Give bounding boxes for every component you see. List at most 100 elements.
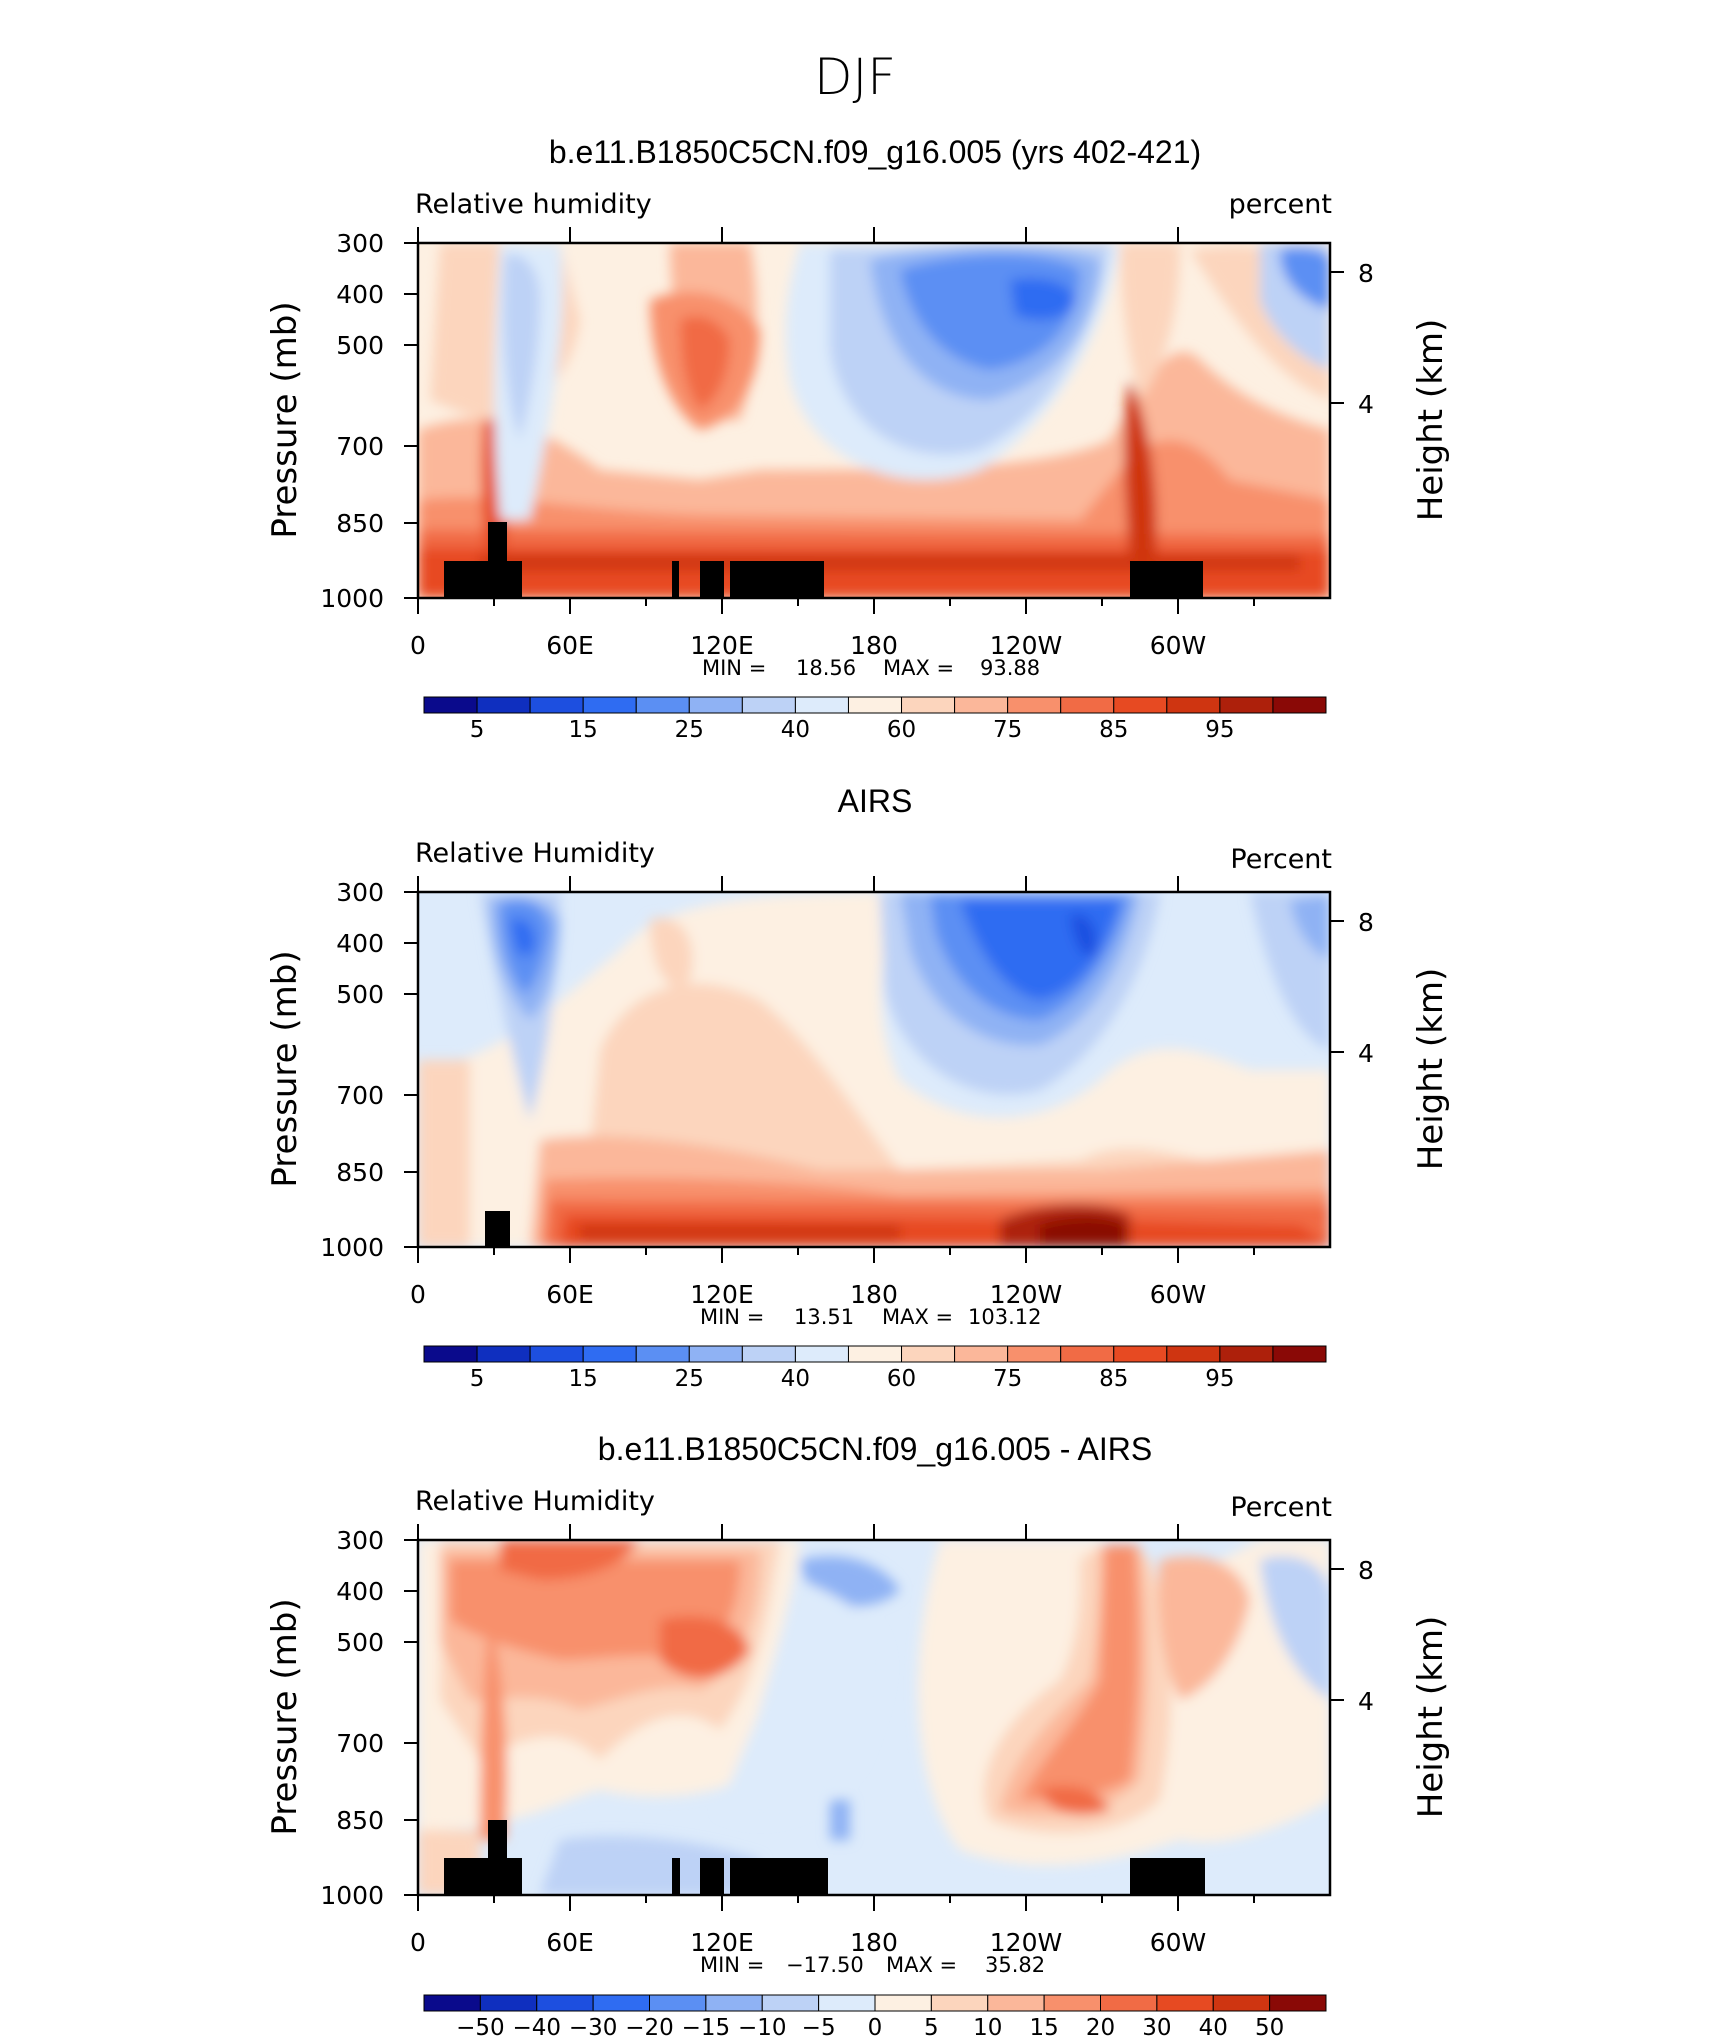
y-axis-title: Pressure (mb) bbox=[265, 301, 305, 538]
colorbar-swatch bbox=[529, 696, 584, 714]
colorbar-swatch bbox=[987, 1994, 1045, 2012]
colorbar-swatch bbox=[705, 1994, 763, 2012]
units-label: Percent bbox=[1230, 1492, 1332, 1523]
colorbar-swatch bbox=[794, 696, 849, 714]
x-tick-label: 180 bbox=[850, 1928, 898, 1957]
x-axis-ticks: 0 60E 120E 180 120W 60W bbox=[410, 631, 1206, 660]
variable-label: Relative humidity bbox=[415, 189, 652, 220]
colorbar-swatch bbox=[536, 1994, 594, 2012]
colorbar-label: −30 bbox=[569, 2015, 618, 2038]
x-tick-label: 60E bbox=[546, 1280, 594, 1309]
variable-label: Relative Humidity bbox=[415, 1486, 655, 1517]
x-tick-label: 120W bbox=[990, 1928, 1062, 1957]
colorbar-label: 20 bbox=[1086, 2015, 1115, 2038]
colorbar-swatch bbox=[479, 1994, 538, 2012]
panel-title: b.e11.B1850C5CN.f09_g16.005 - AIRS bbox=[598, 1431, 1152, 1467]
colorbar-label: −50 bbox=[456, 2015, 505, 2038]
panel-model: b.e11.B1850C5CN.f09_g16.005 (yrs 402-421… bbox=[265, 134, 1451, 743]
y-tick-label: 300 bbox=[336, 878, 384, 907]
colorbar-swatch bbox=[423, 1345, 478, 1363]
y-axis-ticks: 300 400 500 700 850 1000 bbox=[320, 229, 384, 613]
colorbar-label: 15 bbox=[569, 1366, 598, 1392]
colorbar-label: 25 bbox=[675, 717, 704, 743]
colorbar-swatch bbox=[1060, 1345, 1115, 1363]
y-tick-label: 500 bbox=[336, 980, 384, 1009]
colorbar-label: 50 bbox=[1255, 2015, 1284, 2038]
colorbar-label: −20 bbox=[625, 2015, 674, 2038]
colorbar-swatch bbox=[874, 1994, 932, 2012]
colorbar-swatch bbox=[901, 1345, 956, 1363]
min-label: MIN = bbox=[702, 656, 766, 680]
colorbar-swatch bbox=[476, 696, 531, 714]
colorbar-label: −10 bbox=[738, 2015, 787, 2038]
x-tick-label: 120E bbox=[690, 631, 754, 660]
colorbar-label: 40 bbox=[781, 1366, 810, 1392]
colorbar-swatch bbox=[954, 696, 1009, 714]
y-tick-label: 300 bbox=[336, 229, 384, 258]
colorbar-swatch bbox=[1272, 1345, 1327, 1363]
x-tick-label: 120E bbox=[690, 1280, 754, 1309]
contour-field bbox=[418, 892, 1330, 1247]
height-axis-title: Height (km) bbox=[1411, 319, 1451, 522]
colorbar-swatch bbox=[847, 1345, 903, 1363]
contour-field bbox=[418, 243, 1330, 598]
colorbar-swatch bbox=[1212, 1994, 1271, 2012]
colorbar-label: −5 bbox=[802, 2015, 836, 2038]
colorbar-swatch bbox=[1007, 1345, 1062, 1363]
x-axis-ticks: 0 60E 120E 180 120W 60W bbox=[410, 1280, 1206, 1309]
y-tick-label: 850 bbox=[336, 1806, 384, 1835]
colorbar-swatch bbox=[423, 1994, 481, 2012]
x-tick-label: 120W bbox=[990, 631, 1062, 660]
colorbar-label: 15 bbox=[569, 717, 598, 743]
y-tick-label: 1000 bbox=[320, 1881, 384, 1910]
colorbar-swatch bbox=[1156, 1994, 1214, 2012]
x-tick-label: 60E bbox=[546, 1928, 594, 1957]
colorbar-swatch bbox=[1272, 696, 1327, 714]
y-tick-label: 300 bbox=[336, 1526, 384, 1555]
colorbar-label: 95 bbox=[1205, 717, 1234, 743]
units-label: Percent bbox=[1230, 844, 1332, 875]
min-value: −17.50 bbox=[786, 1953, 864, 1977]
max-value: 35.82 bbox=[985, 1953, 1045, 1977]
x-tick-label: 60W bbox=[1150, 631, 1207, 660]
figure-title: DJF bbox=[814, 48, 896, 106]
topography-mask bbox=[485, 1211, 510, 1247]
colorbar-label: 75 bbox=[993, 1366, 1022, 1392]
colorbar: 5 15 25 40 60 75 85 95 bbox=[423, 1345, 1327, 1392]
colorbar-swatch bbox=[1269, 1994, 1327, 2012]
x-tick-label: 180 bbox=[850, 1280, 898, 1309]
colorbar-swatch bbox=[1113, 696, 1168, 714]
height-axis-title: Height (km) bbox=[1411, 1616, 1451, 1819]
colorbar-swatch bbox=[741, 1345, 796, 1363]
x-tick-label: 60E bbox=[546, 631, 594, 660]
y-axis-title: Pressure (mb) bbox=[265, 950, 305, 1187]
y-tick-label: 400 bbox=[336, 1577, 384, 1606]
colorbar-swatch bbox=[954, 1345, 1009, 1363]
y-tick-label: 700 bbox=[336, 432, 384, 461]
colorbar-swatch bbox=[423, 696, 478, 714]
colorbar-label: 40 bbox=[1199, 2015, 1228, 2038]
x-tick-label: 0 bbox=[410, 1928, 426, 1957]
x-tick-label: 60W bbox=[1150, 1280, 1207, 1309]
colorbar-label: 85 bbox=[1099, 1366, 1128, 1392]
min-max-stats: MIN = −17.50 MAX = 35.82 bbox=[700, 1953, 1045, 1977]
panel-airs: AIRS Relative Humidity Percent bbox=[265, 783, 1451, 1392]
colorbar-label: 5 bbox=[470, 1366, 485, 1392]
height-tick-label: 4 bbox=[1358, 1039, 1374, 1068]
variable-label: Relative Humidity bbox=[415, 838, 655, 869]
colorbar-label: 10 bbox=[973, 2015, 1002, 2038]
colorbar-swatch bbox=[1166, 1345, 1221, 1363]
colorbar-label: 15 bbox=[1029, 2015, 1058, 2038]
topography-mask bbox=[444, 1858, 522, 1895]
colorbar-label: 60 bbox=[887, 1366, 916, 1392]
min-max-stats: MIN = 18.56 MAX = 93.88 bbox=[702, 656, 1040, 680]
max-label: MAX = bbox=[882, 1305, 953, 1329]
colorbar-label: 5 bbox=[470, 717, 485, 743]
colorbar-swatch bbox=[1043, 1994, 1101, 2012]
y-tick-label: 700 bbox=[336, 1729, 384, 1758]
colorbar-swatch bbox=[1007, 696, 1062, 714]
colorbar-swatch bbox=[1100, 1994, 1158, 2012]
topography-mask bbox=[444, 561, 522, 598]
y-tick-label: 500 bbox=[336, 331, 384, 360]
colorbar-swatch bbox=[529, 1345, 584, 1363]
